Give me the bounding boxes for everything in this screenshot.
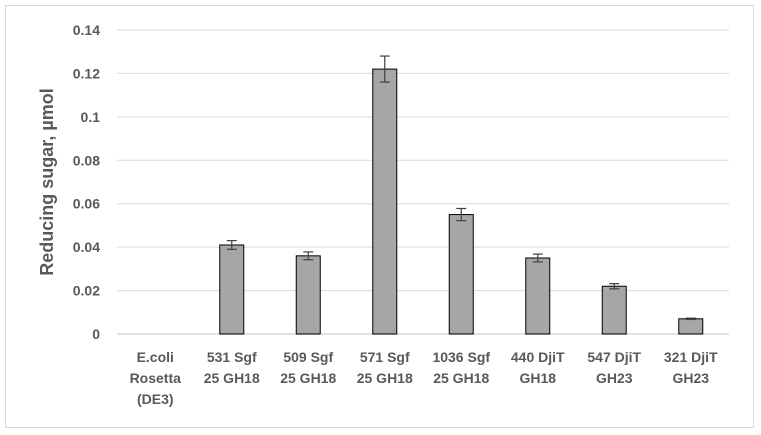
bar — [678, 318, 704, 335]
y-tick-label: 0.02 — [73, 283, 100, 299]
bar — [525, 257, 551, 335]
x-tick-label: E.coli Rosetta (DE3) — [130, 349, 182, 407]
x-tick-label: 321 DjiT GH23 — [664, 349, 718, 386]
bar — [372, 68, 398, 335]
x-tick-labels: E.coli Rosetta (DE3) 531 Sgf 25 GH18 509 Sgf 2… — [130, 349, 718, 407]
y-tick-label: 0 — [92, 326, 100, 342]
bars — [219, 55, 704, 335]
y-tick-labels: 0 0.02 0.04 0.06 0.08 0.1 0.12 0.14 — [73, 22, 100, 342]
bar — [448, 214, 474, 335]
y-tick-label: 0.06 — [73, 196, 100, 212]
x-tick-label: 509 Sgf 25 GH18 — [280, 349, 336, 386]
y-tick-label: 0.1 — [81, 109, 101, 125]
x-tick-label: 547 DjiT GH23 — [587, 349, 641, 386]
x-tick-label: 440 DjiT GH18 — [511, 349, 565, 386]
x-tick-label: 531 Sgf 25 GH18 — [204, 349, 260, 386]
y-tick-label: 0.14 — [73, 22, 100, 38]
bar — [219, 244, 245, 335]
bar — [601, 285, 627, 335]
y-axis-title: Reducing sugar, µmol — [37, 88, 57, 275]
y-tick-label: 0.04 — [73, 239, 100, 255]
x-tick-label: 1036 Sgf 25 GH18 — [432, 349, 490, 386]
bar — [295, 255, 321, 335]
x-tick-label: 571 Sgf 25 GH18 — [357, 349, 413, 386]
y-tick-label: 0.12 — [73, 65, 100, 81]
y-tick-label: 0.08 — [73, 152, 100, 168]
gridlines — [117, 29, 729, 335]
